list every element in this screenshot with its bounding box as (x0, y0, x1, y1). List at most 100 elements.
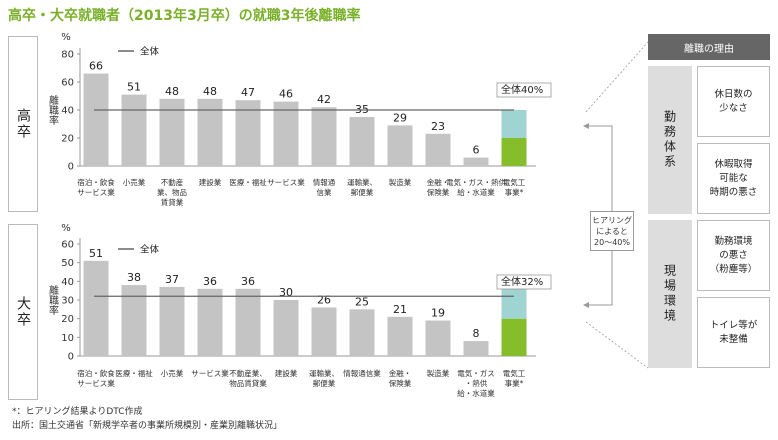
y-axis-title: 離職率 (47, 284, 59, 316)
bar (425, 320, 451, 356)
reason-holidays: 休日数の 少なさ (697, 66, 770, 137)
y-unit-label: % (61, 223, 71, 234)
data-label: 51 (127, 81, 141, 94)
category-label: サービス業 (191, 368, 229, 378)
reason-category-site-env: 現場環境 (648, 220, 692, 368)
bar-range-low (501, 318, 527, 356)
reason-category-work-system: 勤務体系 (648, 66, 692, 214)
data-label: 37 (165, 273, 179, 286)
reason-toilets: トイレ等が 未整備 (697, 297, 770, 368)
hearing-arrow-highschool (583, 123, 613, 211)
category-label: 小売業 (123, 177, 146, 187)
y-tick-label: 0 (68, 162, 74, 173)
bar (463, 157, 489, 166)
data-label: 46 (279, 88, 293, 101)
category-label: 製造業 (427, 368, 450, 378)
data-label: 47 (241, 86, 255, 99)
data-label: 36 (241, 275, 255, 288)
category-label: 宿泊・飲食サービス業 (77, 177, 115, 197)
bar (159, 286, 185, 356)
reasons-connector-top (585, 41, 649, 113)
data-label: 36 (203, 275, 217, 288)
bar (311, 107, 337, 166)
panel-label-highschool: 高卒 (8, 36, 38, 212)
bar (463, 341, 489, 356)
data-label: 42 (317, 93, 331, 106)
data-label: 23 (431, 120, 445, 133)
data-label: 21 (393, 303, 407, 316)
y-tick-label: 50 (61, 258, 74, 269)
category-label: 金融・保険業 (427, 177, 450, 197)
bar (273, 101, 299, 166)
data-label: 30 (279, 286, 293, 299)
panel-label-university: 大卒 (8, 224, 38, 400)
bar (235, 288, 261, 356)
bar (121, 94, 147, 166)
legend-label: 全体 (140, 244, 160, 256)
bar (235, 100, 261, 166)
bar (159, 98, 185, 166)
y-tick-label: 20 (61, 314, 74, 325)
y-tick-label: 30 (61, 296, 74, 307)
category-label: 金融・保険業 (389, 368, 412, 388)
bar (311, 307, 337, 356)
y-axis-title: 離職率 (47, 94, 59, 126)
bar (425, 133, 451, 166)
y-tick-label: 40 (61, 277, 74, 288)
category-label: 宿泊・飲食サービス業 (77, 368, 115, 388)
data-label: 38 (127, 271, 141, 284)
bar (349, 309, 375, 356)
category-label: 電気・ガス・熱供給・水道業 (446, 177, 506, 197)
page-title: 高卒・大卒就職者（2013年3月卒）の就職3年後離職率 (8, 8, 361, 24)
data-label: 48 (203, 85, 217, 98)
reason-work-environment: 勤務環境 の悪さ （粉塵等） (697, 220, 770, 291)
category-label: 医療・福祉 (229, 177, 267, 187)
y-tick-label: 60 (61, 240, 74, 251)
data-label: 51 (89, 247, 103, 260)
bar (83, 260, 109, 356)
category-label: 不動産業、物品賃貸業 (157, 177, 187, 207)
bar (197, 98, 223, 166)
category-label: 電気工事業* (503, 177, 526, 197)
footnote-source-mlit: 出所：国土交通省「新規学卒者の事業所規模別・産業別離職状況」 (12, 421, 283, 431)
data-label: 8 (473, 327, 480, 340)
category-label: サービス業 (267, 177, 305, 187)
category-label: 医療・福祉 (115, 368, 153, 378)
y-tick-label: 80 (61, 50, 74, 61)
y-tick-label: 40 (61, 106, 74, 117)
y-tick-label: 0 (68, 352, 74, 363)
y-tick-label: 10 (61, 333, 74, 344)
bar (349, 117, 375, 166)
average-label: 全体40% (501, 83, 543, 96)
bar (197, 288, 223, 356)
category-label: 運輸業、郵便業 (309, 368, 339, 388)
bar (273, 300, 299, 356)
y-tick-label: 20 (61, 134, 74, 145)
reason-leave-timing: 休暇取得 可能な 時期の悪さ (697, 143, 770, 214)
bar-range-low (501, 138, 527, 166)
category-label: 小売業 (161, 368, 184, 378)
hearing-arrow-university (583, 251, 613, 308)
bar-range-high (501, 110, 527, 138)
data-label: 48 (165, 85, 179, 98)
data-label: 29 (393, 111, 407, 124)
category-label: 建設業 (199, 177, 222, 187)
average-label: 全体32% (501, 275, 543, 288)
category-label: 情報通信業 (313, 177, 336, 197)
hearing-note: ヒアリング によると 20～40% (590, 211, 634, 251)
data-label: 25 (355, 295, 369, 308)
data-label: 26 (317, 293, 331, 306)
legend-label: 全体 (140, 46, 160, 58)
category-label: 電気・ガス・熱供給・水道業 (457, 368, 495, 398)
category-label: 電気工事業* (503, 368, 526, 388)
data-label: 19 (431, 307, 445, 320)
reasons-header: 離職の理由 (648, 34, 770, 60)
footnote-source-dtc: *：ヒアリング結果よりDTC作成 (12, 407, 143, 417)
category-label: 情報通信業 (343, 368, 381, 378)
category-label: 不動産業、物品賃貸業 (229, 368, 267, 388)
y-tick-label: 60 (61, 78, 74, 89)
bar (83, 73, 109, 166)
reasons-connector-bottom (585, 321, 649, 369)
category-label: 製造業 (389, 177, 412, 187)
